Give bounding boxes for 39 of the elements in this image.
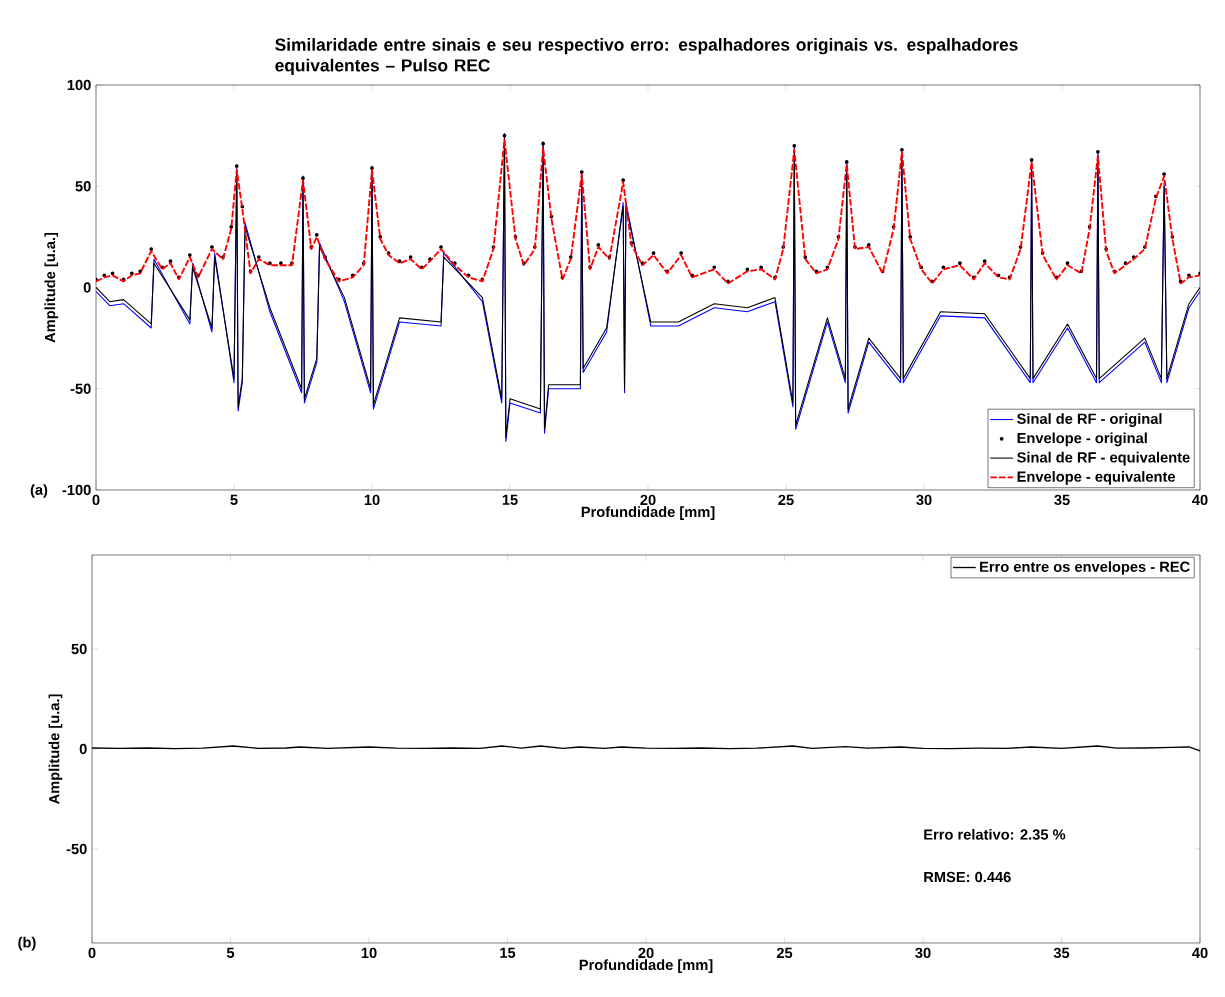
x-tick-label: 15 bbox=[502, 494, 518, 505]
y-tick-label: 50 bbox=[71, 643, 87, 655]
x-tick-label: 10 bbox=[364, 494, 380, 506]
y-tick-label: 0 bbox=[83, 282, 91, 293]
x-tick-label: 10 bbox=[361, 947, 377, 959]
x-tick-label: 30 bbox=[915, 947, 931, 959]
x-tick-label: 35 bbox=[1053, 947, 1070, 959]
text: (a) bbox=[30, 484, 48, 498]
x-tick-label: 30 bbox=[916, 494, 932, 506]
x-tick-label: 40 bbox=[1192, 494, 1208, 506]
y-tick-label: 100 bbox=[67, 79, 91, 91]
y-tick-label: 50 bbox=[75, 181, 91, 192]
x-axis-title: Profundidade [mm] bbox=[581, 506, 715, 520]
chart-title: Similaridade entre sinais e seu respectivo erro: espalhadores originais vs. espalhadores equivalentes – Pulso REC bbox=[275, 38, 1018, 75]
x-tick-label: 35 bbox=[1054, 494, 1070, 506]
x-tick-label: 5 bbox=[230, 494, 238, 505]
x-tick-label: 0 bbox=[92, 494, 100, 506]
x-tick-label: 20 bbox=[638, 947, 654, 959]
x-axis-title: Profundidade [mm] bbox=[579, 959, 713, 973]
legend-label: Erro entre os envelopes - REC bbox=[980, 561, 1190, 575]
text: (b) bbox=[18, 936, 36, 951]
x-tick-label: 15 bbox=[500, 947, 516, 958]
y-tick-label: -50 bbox=[66, 843, 87, 855]
legend-label: Envelope - equivalente bbox=[1017, 471, 1176, 485]
y-tick-label: -50 bbox=[70, 383, 91, 394]
x-tick-label: 25 bbox=[778, 494, 794, 506]
annotation: Erro relativo: 2.35 % bbox=[924, 828, 1066, 840]
y-axis-title: Amplitude [u.a.] bbox=[48, 694, 63, 805]
legend-label: Sinal de RF - equivalente bbox=[1017, 451, 1190, 466]
x-tick-label: 25 bbox=[776, 947, 793, 959]
y-tick-label: 0 bbox=[79, 743, 87, 755]
x-tick-label: 20 bbox=[640, 494, 656, 506]
y-axis-title: Amplitude [u.a.] bbox=[44, 232, 59, 343]
legend-label: Envelope - original bbox=[1017, 432, 1147, 447]
legend-label: Sinal de RF - original bbox=[1017, 413, 1162, 427]
annotation: RMSE: 0.446 bbox=[924, 871, 1011, 883]
y-tick-label: -100 bbox=[62, 484, 91, 496]
x-tick-label: 5 bbox=[226, 947, 235, 958]
x-tick-label: 40 bbox=[1192, 947, 1208, 959]
